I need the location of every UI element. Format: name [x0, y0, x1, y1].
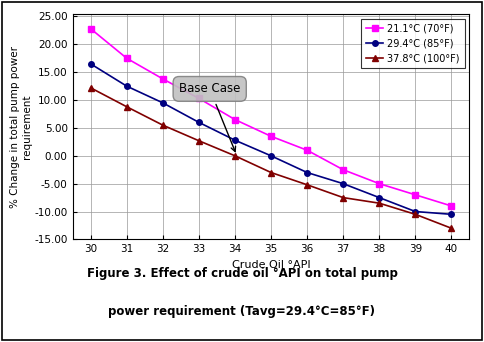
29.4°C (85°F): [449, 212, 454, 216]
29.4°C (85°F): [340, 182, 346, 186]
21.1°C (70°F): [196, 96, 202, 101]
37.8°C (100°F): [340, 196, 346, 200]
29.4°C (85°F): [304, 170, 310, 174]
Text: Base Case: Base Case: [179, 82, 241, 152]
37.8°C (100°F): [232, 154, 238, 158]
37.8°C (100°F): [304, 183, 310, 187]
21.1°C (70°F): [268, 134, 274, 139]
Y-axis label: % Change in total pump power
requirement: % Change in total pump power requirement: [10, 45, 31, 208]
21.1°C (70°F): [160, 77, 166, 81]
29.4°C (85°F): [412, 210, 418, 214]
21.1°C (70°F): [449, 204, 454, 208]
37.8°C (100°F): [124, 105, 130, 109]
21.1°C (70°F): [412, 193, 418, 197]
21.1°C (70°F): [88, 27, 93, 31]
21.1°C (70°F): [340, 168, 346, 172]
Legend: 21.1°C (70°F), 29.4°C (85°F), 37.8°C (100°F): 21.1°C (70°F), 29.4°C (85°F), 37.8°C (10…: [361, 18, 465, 68]
29.4°C (85°F): [377, 196, 382, 200]
29.4°C (85°F): [196, 120, 202, 124]
29.4°C (85°F): [88, 62, 93, 66]
37.8°C (100°F): [449, 226, 454, 230]
37.8°C (100°F): [268, 170, 274, 174]
29.4°C (85°F): [124, 84, 130, 88]
Text: Figure 3. Effect of crude oil °API on total pump: Figure 3. Effect of crude oil °API on to…: [87, 267, 397, 280]
21.1°C (70°F): [304, 148, 310, 152]
Line: 29.4°C (85°F): 29.4°C (85°F): [88, 61, 454, 217]
21.1°C (70°F): [377, 182, 382, 186]
Line: 37.8°C (100°F): 37.8°C (100°F): [88, 85, 454, 231]
21.1°C (70°F): [232, 118, 238, 122]
Line: 21.1°C (70°F): 21.1°C (70°F): [88, 26, 454, 209]
21.1°C (70°F): [124, 56, 130, 60]
37.8°C (100°F): [160, 123, 166, 127]
29.4°C (85°F): [232, 138, 238, 142]
29.4°C (85°F): [160, 101, 166, 105]
37.8°C (100°F): [412, 212, 418, 216]
X-axis label: Crude Oil °API: Crude Oil °API: [232, 260, 310, 270]
Text: power requirement (Tavg=29.4°C=85°F): power requirement (Tavg=29.4°C=85°F): [108, 305, 376, 318]
37.8°C (100°F): [88, 86, 93, 90]
37.8°C (100°F): [377, 201, 382, 205]
37.8°C (100°F): [196, 139, 202, 143]
29.4°C (85°F): [268, 154, 274, 158]
